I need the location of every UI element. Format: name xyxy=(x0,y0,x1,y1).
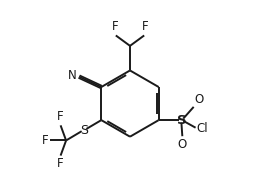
Text: O: O xyxy=(178,138,187,151)
Text: N: N xyxy=(68,69,77,82)
Text: S: S xyxy=(177,114,186,127)
Text: F: F xyxy=(142,20,148,33)
Text: F: F xyxy=(42,134,49,147)
Text: F: F xyxy=(57,157,64,170)
Text: Cl: Cl xyxy=(197,122,208,135)
Text: F: F xyxy=(112,20,118,33)
Text: O: O xyxy=(194,93,204,106)
Text: S: S xyxy=(80,124,88,137)
Text: F: F xyxy=(57,110,64,123)
